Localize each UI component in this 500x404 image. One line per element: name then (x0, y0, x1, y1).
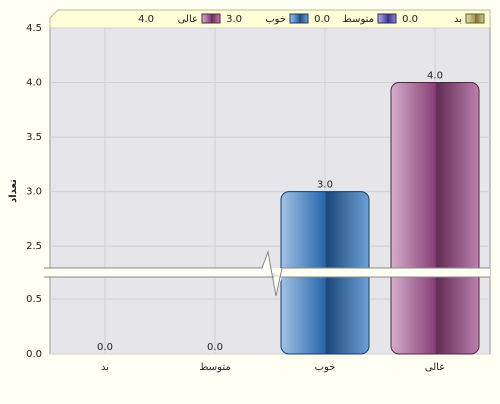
x-tick-label: بد (101, 362, 109, 373)
y-tick-label: 2.5 (26, 241, 42, 252)
y-tick-label: 4.0 (26, 78, 42, 89)
legend-swatch (289, 13, 309, 24)
legend-swatch (465, 13, 485, 24)
y-tick-label: 3.5 (26, 132, 42, 143)
value-label: 0.0 (207, 342, 223, 353)
legend-value: 3.0 (226, 14, 242, 25)
legend-value: 4.0 (138, 14, 154, 25)
value-label: 4.0 (427, 71, 443, 82)
y-tick-label: 4.5 (26, 23, 42, 34)
bar (390, 82, 480, 355)
axis-break (0, 252, 490, 296)
legend-label: عالی (178, 14, 198, 25)
legend-swatch (201, 13, 221, 24)
legend-value: 0.0 (402, 14, 418, 25)
legend-swatch (377, 13, 397, 24)
value-label: 0.0 (97, 342, 113, 353)
y-tick-label: 0.0 (26, 349, 42, 360)
legend-label: بد (454, 14, 462, 25)
legend-label: متوسط (343, 14, 374, 25)
x-tick-label: عالی (425, 362, 445, 373)
axis-break-edge (44, 250, 490, 297)
legend-label: خوب (265, 14, 286, 25)
legend-value: 0.0 (314, 14, 330, 25)
y-axis-label: تعداد (8, 179, 19, 203)
y-tick-label: 3.0 (26, 187, 42, 198)
x-tick-label: متوسط (199, 362, 230, 373)
value-label: 3.0 (317, 180, 333, 191)
x-tick-label: خوب (315, 362, 336, 373)
y-tick-label: 0.5 (26, 294, 42, 305)
